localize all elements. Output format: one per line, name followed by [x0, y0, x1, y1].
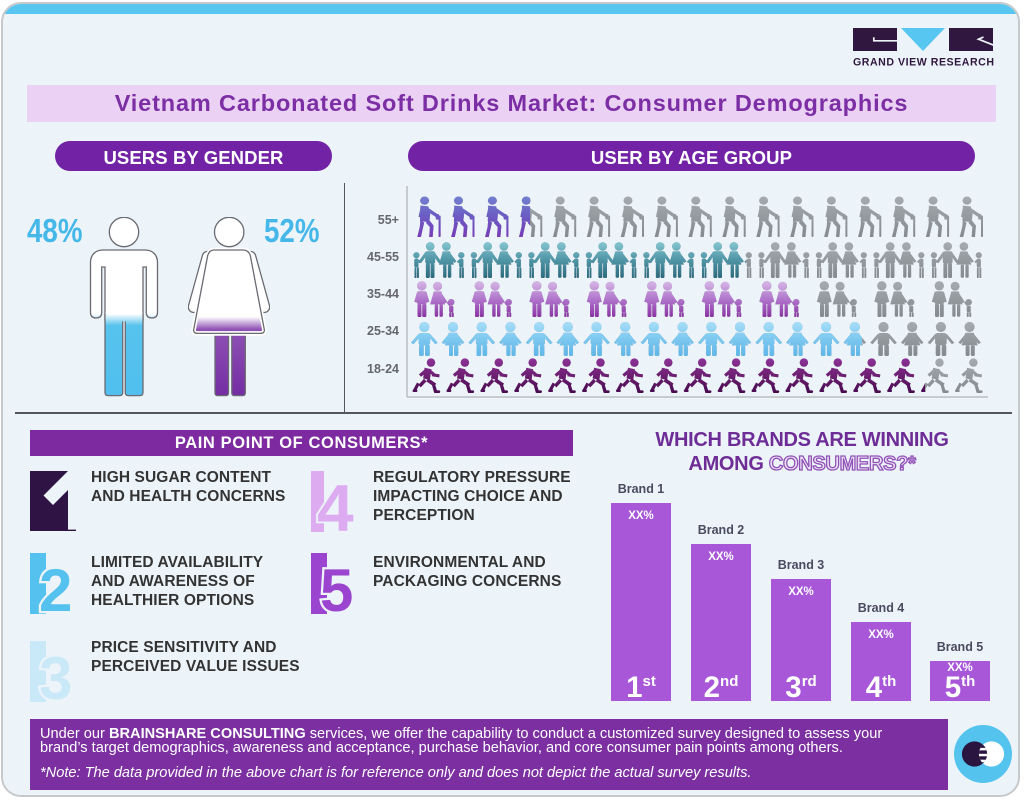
- svg-text:2: 2: [39, 557, 72, 617]
- svg-text:GRAND VIEW RESEARCH: GRAND VIEW RESEARCH: [853, 57, 994, 69]
- svg-text:4: 4: [317, 471, 354, 535]
- svg-text:3: 3: [39, 645, 72, 705]
- svg-text:5: 5: [320, 557, 353, 617]
